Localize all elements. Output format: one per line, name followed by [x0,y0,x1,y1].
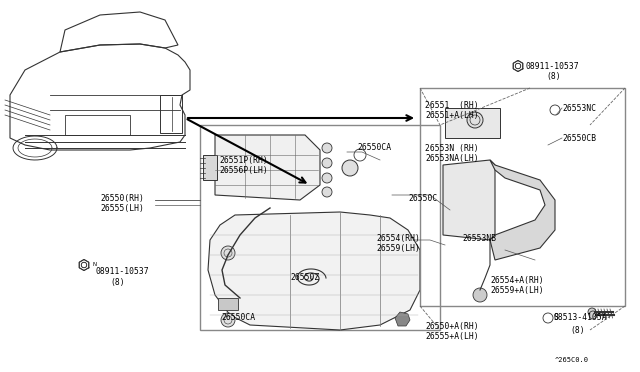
Bar [445,108,500,138]
Circle shape [342,160,358,176]
Text: 26550CB: 26550CB [562,134,596,142]
Circle shape [588,308,596,316]
Text: 26556P(LH): 26556P(LH) [219,166,268,174]
Bar [420,88,625,306]
Text: 26551  (RH): 26551 (RH) [425,100,479,109]
Circle shape [589,311,597,319]
Bar [200,125,440,330]
Bar [160,95,182,133]
Text: 26554(RH): 26554(RH) [376,234,420,243]
Circle shape [473,288,487,302]
Bar [218,298,238,310]
Text: ^265C0.0: ^265C0.0 [555,357,589,363]
Text: 08911-10537: 08911-10537 [95,267,148,276]
Text: 26553NA(LH): 26553NA(LH) [425,154,479,163]
Text: 26550+A(RH): 26550+A(RH) [425,321,479,330]
Text: (8): (8) [570,326,584,334]
Text: 08513-4105A: 08513-4105A [554,314,607,323]
Circle shape [322,158,332,168]
Bar [65,115,130,135]
Text: 26550(RH): 26550(RH) [100,193,144,202]
Text: 26550CA: 26550CA [357,142,391,151]
Text: 26550CA: 26550CA [221,314,255,323]
Circle shape [221,246,235,260]
Polygon shape [490,160,555,260]
Text: 26554+A(RH): 26554+A(RH) [490,276,543,285]
Text: 26551+A(LH): 26551+A(LH) [425,110,479,119]
Text: 26555(LH): 26555(LH) [100,203,144,212]
Polygon shape [395,312,410,326]
Text: 26550Z: 26550Z [290,273,319,282]
Circle shape [467,112,483,128]
Circle shape [322,173,332,183]
Text: 26551P(RH): 26551P(RH) [219,155,268,164]
Text: 08911-10537: 08911-10537 [526,61,580,71]
Text: 26553N (RH): 26553N (RH) [425,144,479,153]
Text: 26559(LH): 26559(LH) [376,244,420,253]
Text: N: N [93,263,97,267]
Bar [203,155,217,180]
Text: (8): (8) [110,278,125,286]
Text: 26553NC: 26553NC [562,103,596,112]
Circle shape [322,187,332,197]
Text: 26550C: 26550C [408,193,437,202]
Text: 26559+A(LH): 26559+A(LH) [490,285,543,295]
Polygon shape [443,160,495,240]
Text: 26553NB: 26553NB [462,234,496,243]
Text: S: S [554,314,559,323]
Text: (8): (8) [546,71,561,80]
Text: 26555+A(LH): 26555+A(LH) [425,331,479,340]
Circle shape [221,313,235,327]
Polygon shape [215,135,320,200]
Circle shape [322,143,332,153]
Polygon shape [208,212,420,330]
